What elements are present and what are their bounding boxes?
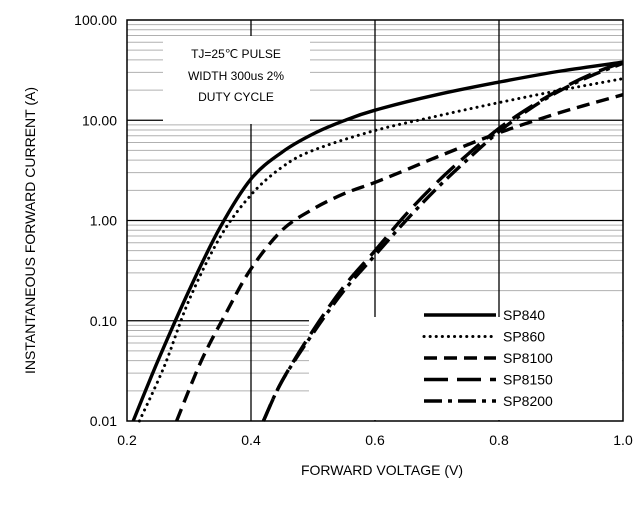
y-axis-label: INSTANTANEOUS FORWARD CURRENT (A): [22, 87, 38, 374]
series-layer: [131, 60, 625, 423]
annotation-line: TJ=25℃ PULSE: [191, 47, 281, 61]
tick-labels: 0.2 0.4 0.6 0.8 1.0 0.01 0.10 1.00 10.00 100.00: [74, 12, 633, 448]
y-tick-label: 10.00: [82, 112, 117, 128]
x-tick-label: 0.4: [241, 432, 261, 448]
series-line-sp860: [137, 77, 625, 423]
legend-label: SP8200: [503, 393, 553, 409]
annotation-line: DUTY CYCLE: [198, 90, 274, 104]
annotation-box: [163, 36, 310, 124]
legend-box: [309, 317, 622, 420]
x-tick-label: 0.8: [489, 432, 509, 448]
legend-label: SP8150: [503, 372, 553, 388]
annotation-line: WIDTH 300us 2%: [188, 69, 284, 83]
legend-label: SP860: [503, 329, 545, 345]
x-axis-label: FORWARD VOLTAGE (V): [301, 462, 463, 478]
series-line-sp8100: [175, 93, 624, 422]
y-tick-label: 1.00: [90, 213, 117, 229]
x-tick-label: 0.6: [365, 432, 385, 448]
legend-label: SP8100: [503, 350, 553, 366]
y-tick-label: 0.10: [90, 313, 117, 329]
x-tick-label: 1.0: [613, 432, 633, 448]
y-tick-label: 0.01: [90, 413, 117, 429]
legend-label: SP840: [503, 307, 545, 323]
y-tick-label: 100.00: [74, 12, 117, 28]
series-line-sp840: [131, 60, 624, 422]
legend: SP840 SP860 SP8100 SP8150 SP8200: [422, 307, 553, 409]
x-tick-label: 0.2: [117, 432, 137, 448]
plot-frame: [126, 19, 624, 422]
series-line-sp8200: [261, 61, 624, 422]
